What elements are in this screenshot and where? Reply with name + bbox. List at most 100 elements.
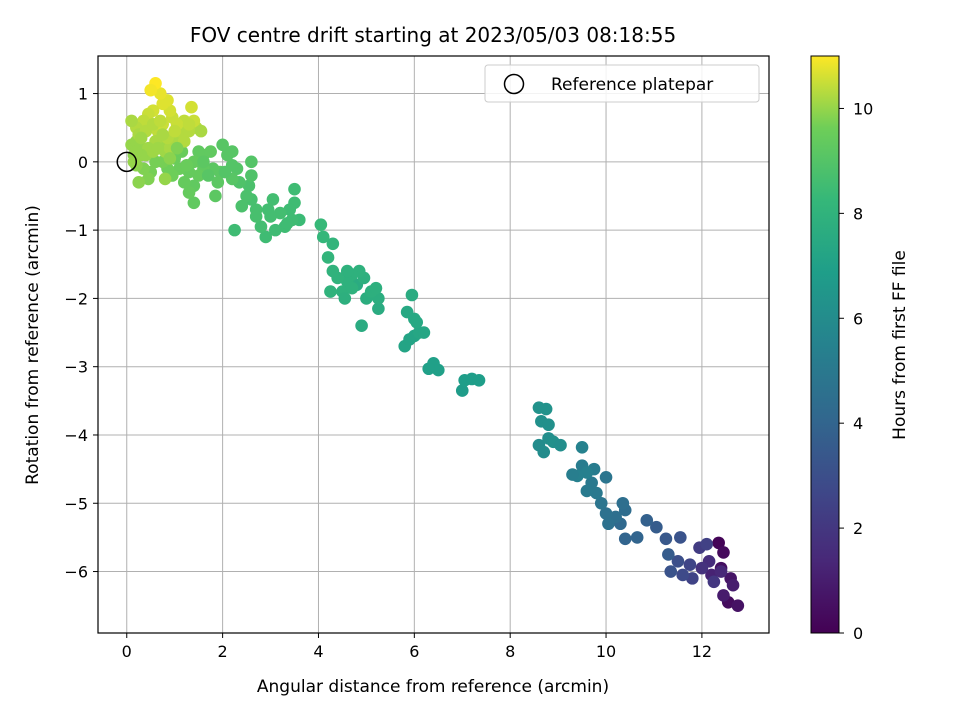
data-point bbox=[245, 169, 258, 182]
data-point bbox=[154, 87, 167, 100]
data-point bbox=[405, 288, 419, 302]
data-point bbox=[245, 155, 258, 169]
y-axis-ticks: 1 0 −1 −2 −3 −4 −5 −6 bbox=[64, 85, 98, 582]
x-tick-label: 4 bbox=[313, 642, 323, 661]
y-tick-label: 0 bbox=[78, 153, 88, 172]
data-point bbox=[259, 230, 273, 244]
data-point bbox=[355, 319, 368, 333]
data-point bbox=[712, 536, 725, 550]
data-point bbox=[266, 193, 280, 206]
colorbar-tick-label: 2 bbox=[853, 519, 863, 538]
data-point bbox=[273, 206, 287, 220]
colorbar: 0 2 4 6 8 10 Hours from first FF file bbox=[810, 55, 910, 643]
data-point bbox=[151, 141, 165, 155]
data-point bbox=[676, 568, 690, 582]
data-point bbox=[134, 131, 148, 145]
data-point bbox=[170, 141, 184, 155]
data-point bbox=[216, 138, 229, 152]
data-point bbox=[417, 326, 431, 339]
data-point bbox=[659, 532, 673, 546]
data-point bbox=[602, 517, 615, 531]
x-axis-ticks: 0 2 4 6 8 10 12 bbox=[122, 633, 712, 661]
data-point bbox=[228, 223, 241, 237]
x-tick-label: 0 bbox=[122, 642, 132, 661]
data-point bbox=[650, 520, 663, 534]
data-point bbox=[455, 384, 469, 397]
data-point bbox=[127, 155, 141, 169]
data-point bbox=[182, 117, 196, 131]
data-point bbox=[731, 599, 745, 612]
data-point bbox=[194, 124, 208, 138]
data-point bbox=[594, 496, 608, 510]
y-tick-label: −6 bbox=[64, 563, 88, 582]
data-point bbox=[235, 199, 249, 213]
data-point bbox=[726, 578, 740, 592]
data-point bbox=[240, 189, 253, 203]
colorbar-tick-label: 0 bbox=[853, 624, 863, 643]
data-point bbox=[211, 176, 225, 189]
data-point bbox=[326, 264, 340, 278]
data-point bbox=[192, 145, 205, 158]
chart-title: FOV centre drift starting at 2023/05/03 … bbox=[190, 23, 676, 47]
data-point bbox=[599, 507, 613, 520]
data-point bbox=[156, 97, 170, 111]
y-tick-label: −2 bbox=[64, 289, 88, 308]
data-point bbox=[717, 589, 730, 602]
data-point bbox=[338, 292, 352, 305]
data-point bbox=[671, 555, 685, 568]
data-point bbox=[422, 362, 436, 376]
data-point bbox=[144, 83, 158, 97]
data-point bbox=[372, 302, 385, 315]
data-point bbox=[472, 374, 486, 387]
data-point bbox=[630, 531, 644, 544]
colorbar-tick-label: 10 bbox=[853, 99, 873, 118]
data-point bbox=[580, 484, 594, 498]
data-point bbox=[204, 145, 217, 158]
data-point bbox=[149, 155, 162, 169]
data-point bbox=[616, 496, 630, 510]
y-tick-label: −4 bbox=[64, 426, 88, 445]
data-point bbox=[326, 237, 340, 251]
data-point bbox=[369, 281, 383, 295]
data-point bbox=[340, 264, 354, 278]
data-point bbox=[209, 189, 222, 203]
data-point bbox=[158, 172, 172, 186]
y-axis-label: Rotation from reference (arcmin) bbox=[23, 205, 43, 485]
data-point bbox=[537, 445, 551, 459]
colorbar-label: Hours from first FF file bbox=[890, 250, 910, 440]
data-point bbox=[180, 158, 193, 172]
x-tick-label: 2 bbox=[218, 642, 228, 661]
data-point bbox=[288, 182, 301, 196]
grid-lines bbox=[98, 56, 769, 633]
x-tick-label: 8 bbox=[505, 642, 515, 661]
data-point bbox=[686, 572, 699, 585]
data-point bbox=[154, 114, 167, 128]
data-point bbox=[254, 220, 268, 234]
legend-marker-icon bbox=[503, 73, 525, 95]
data-point bbox=[683, 558, 697, 572]
colorbar-gradient bbox=[810, 55, 840, 634]
data-points bbox=[125, 77, 745, 612]
data-point bbox=[345, 281, 359, 295]
data-point bbox=[618, 532, 632, 546]
data-point bbox=[187, 196, 201, 210]
x-tick-label: 6 bbox=[409, 642, 419, 661]
y-tick-label: −1 bbox=[64, 221, 88, 240]
reference-marker bbox=[116, 151, 138, 173]
data-point bbox=[192, 169, 205, 182]
data-point bbox=[717, 546, 730, 559]
data-point bbox=[324, 285, 337, 298]
data-point bbox=[580, 466, 594, 479]
data-point bbox=[674, 531, 687, 544]
data-point bbox=[700, 537, 713, 551]
legend: Reference platepar bbox=[484, 64, 760, 103]
data-point bbox=[177, 176, 191, 189]
data-point bbox=[261, 203, 275, 216]
data-point bbox=[225, 145, 239, 158]
data-point bbox=[431, 363, 445, 377]
data-point bbox=[283, 203, 297, 216]
data-point bbox=[249, 210, 263, 223]
data-point bbox=[599, 471, 613, 484]
data-point bbox=[163, 152, 177, 165]
